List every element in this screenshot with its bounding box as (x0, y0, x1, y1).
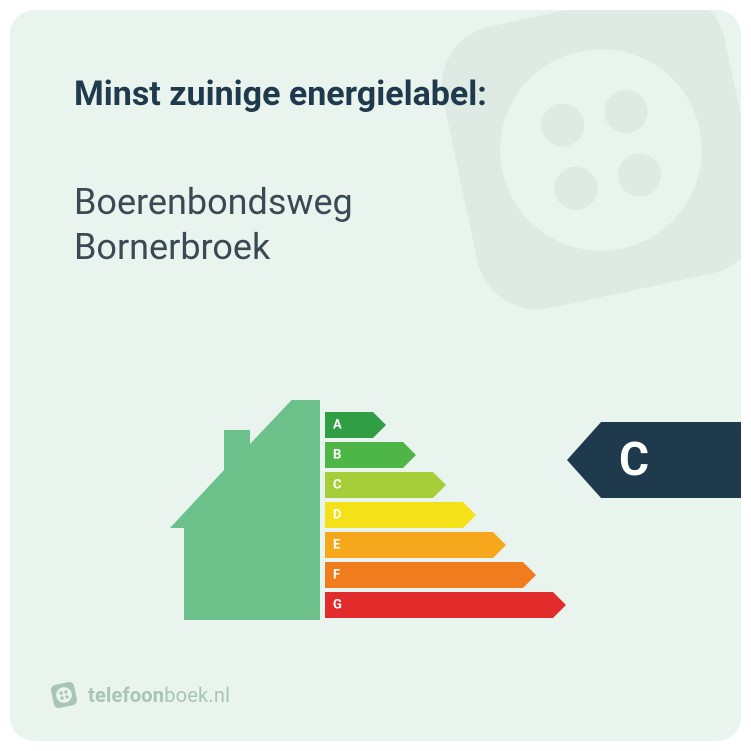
footer-brand-bold: telefoon (88, 683, 164, 707)
energy-bar-f: F (325, 562, 553, 588)
bar-label: C (333, 478, 342, 493)
watermark-icon (421, 10, 741, 330)
footer-logo-icon (50, 681, 78, 709)
footer: telefoonboek.nl (50, 681, 230, 709)
rating-arrow-icon (567, 422, 601, 498)
house-icon (170, 400, 320, 630)
rating-tag: C (567, 422, 741, 498)
energy-bars: ABCDEFG (325, 412, 553, 618)
energy-bar-c: C (325, 472, 553, 498)
bar-label: D (333, 508, 341, 523)
footer-brand-rest: boek.nl (164, 683, 230, 707)
energy-bar-b: B (325, 442, 553, 468)
energy-chart: ABCDEFG (170, 400, 590, 630)
bar-label: B (333, 448, 341, 463)
footer-brand: telefoonboek.nl (88, 683, 230, 707)
bar-label: G (333, 598, 342, 613)
card-subtitle: Boerenbondsweg Bornerbroek (74, 180, 353, 270)
bar-label: A (333, 418, 342, 433)
bar-label: F (333, 568, 340, 583)
energy-label-card: Minst zuinige energielabel: Boerenbondsw… (10, 10, 741, 741)
energy-bar-e: E (325, 532, 553, 558)
rating-letter: C (619, 433, 649, 487)
rating-body: C (601, 422, 741, 498)
bar-label: E (333, 538, 340, 553)
energy-bar-a: A (325, 412, 553, 438)
card-title: Minst zuinige energielabel: (74, 74, 487, 114)
energy-bar-d: D (325, 502, 553, 528)
energy-bar-g: G (325, 592, 553, 618)
